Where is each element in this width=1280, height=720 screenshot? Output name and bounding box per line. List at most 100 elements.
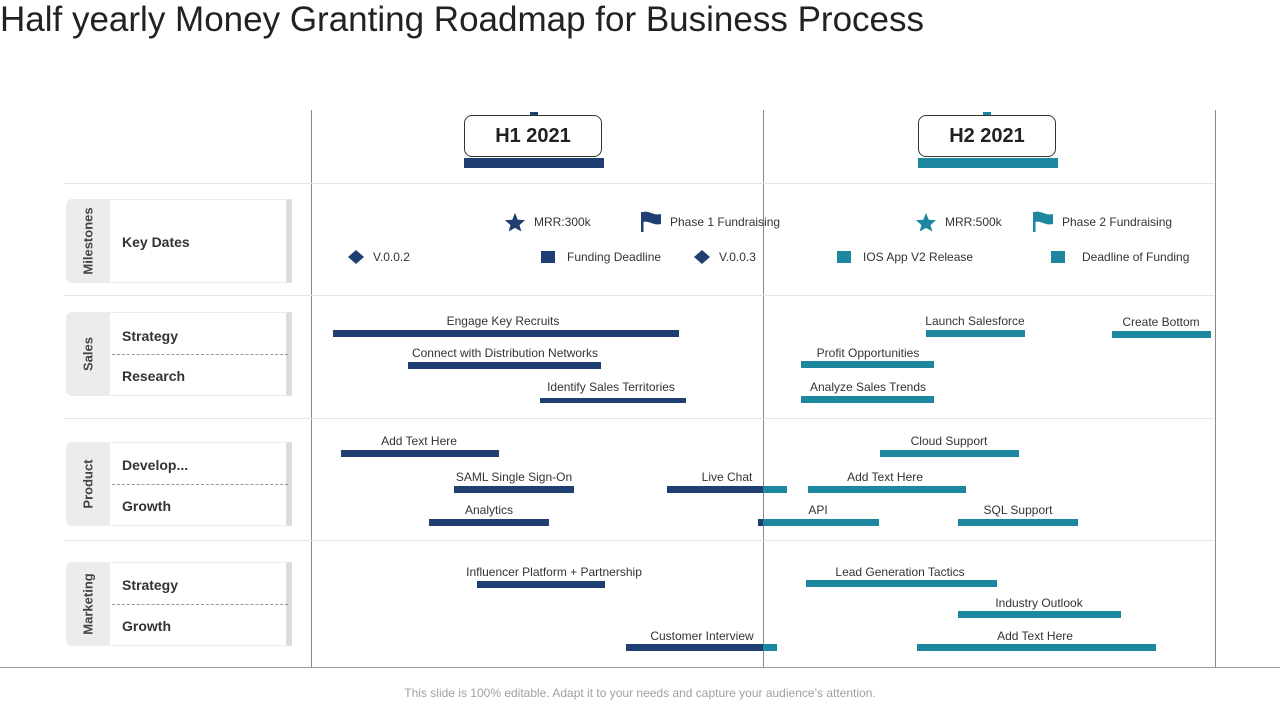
period-bar-h1 <box>464 158 604 168</box>
task-bar <box>333 330 679 337</box>
square-icon <box>1051 251 1065 263</box>
row-tab-label: Product <box>80 459 96 509</box>
milestone: IOS App V2 Release <box>837 250 973 264</box>
grid-line-mid <box>763 110 764 667</box>
task-label: API <box>808 503 828 517</box>
row-divider <box>64 540 1214 541</box>
bottom-rule <box>0 667 1280 668</box>
footer-note: This slide is 100% editable. Adapt it to… <box>404 686 876 700</box>
task-label: Connect with Distribution Networks <box>411 346 599 360</box>
task-label: Live Chat <box>701 470 753 484</box>
row-sub-key-dates: Key Dates <box>122 234 190 250</box>
milestone-label: MRR:500k <box>945 215 1002 229</box>
row-sub-growth: Growth <box>122 498 171 514</box>
task-label: Lead Generation Tactics <box>835 565 965 579</box>
row-sub-research: Research <box>122 368 186 384</box>
milestone-label: Funding Deadline <box>567 250 662 264</box>
flag-icon <box>641 211 661 232</box>
task-label: Create Bottom <box>1122 315 1200 329</box>
task-bar <box>926 330 1025 337</box>
period-header-h1: H1 2021 <box>464 115 602 157</box>
task-label: Add Text Here <box>381 434 457 448</box>
task-bar <box>341 450 499 457</box>
task-label: Industry Outlook <box>995 596 1083 610</box>
task-bar <box>758 519 763 526</box>
milestone: Deadline of Funding <box>1051 250 1189 264</box>
square-icon <box>541 251 555 263</box>
row-divider <box>64 183 1214 184</box>
period-header-h2: H2 2021 <box>918 115 1056 157</box>
task-bar <box>454 486 574 493</box>
task-bar <box>958 519 1078 526</box>
task-bar <box>408 362 601 369</box>
row-box-milestones <box>110 199 292 283</box>
task-label: Customer Interview <box>650 629 754 643</box>
milestone-label: V.0.0.3 <box>719 250 756 264</box>
grid-line-left <box>311 110 312 667</box>
star-icon <box>505 212 525 232</box>
milestone-label: MRR:300k <box>534 215 591 229</box>
milestone-label: Phase 1 Fundraising <box>670 215 781 229</box>
period-bar-h2 <box>918 158 1058 168</box>
task-bar <box>1112 331 1211 338</box>
milestone: Phase 1 Fundraising <box>640 211 780 233</box>
task-label: Analytics <box>464 503 514 517</box>
task-bar <box>540 398 686 403</box>
milestone-label: IOS App V2 Release <box>863 250 974 264</box>
task-bar <box>806 580 997 587</box>
milestone-label: Phase 2 Fundraising <box>1062 215 1173 229</box>
milestone: MRR:300k <box>504 212 591 232</box>
task-label: Add Text Here <box>847 470 923 484</box>
task-bar <box>958 611 1121 618</box>
row-sub-strategy: Strategy <box>122 577 179 593</box>
square-icon <box>837 251 851 263</box>
task-label: Add Text Here <box>997 629 1073 643</box>
task-bar <box>880 450 1019 457</box>
milestone: Phase 2 Fundraising <box>1032 211 1172 233</box>
flag-icon <box>1033 211 1053 232</box>
task-label: Engage Key Recruits <box>446 314 560 328</box>
task-bar <box>917 644 1156 651</box>
task-label: Analyze Sales Trends <box>809 380 927 394</box>
milestone-label: V.0.0.2 <box>373 250 410 264</box>
row-divider <box>64 418 1214 419</box>
task-bar <box>626 644 763 651</box>
task-label: Influencer Platform + Partnership <box>466 565 642 579</box>
row-sub-divider <box>112 354 288 355</box>
task-bar <box>801 361 934 368</box>
task-bar <box>763 644 777 651</box>
row-tab-label: Milestones <box>80 207 96 275</box>
diamond-icon <box>348 250 364 264</box>
milestone: MRR:500k <box>915 212 1002 232</box>
row-sub-divider <box>112 604 288 605</box>
task-bar <box>477 581 605 588</box>
task-bar <box>763 486 787 493</box>
row-tab-milestones: Milestones <box>66 199 110 283</box>
row-tab-label: Marketing <box>80 573 96 635</box>
task-bar <box>808 486 966 493</box>
task-label: SAML Single Sign-On <box>455 470 573 484</box>
grid-line-right <box>1215 110 1216 667</box>
milestone: V.0.0.3 <box>693 249 756 265</box>
row-sub-strategy: Strategy <box>122 328 179 344</box>
milestone: Funding Deadline <box>541 250 661 264</box>
task-bar <box>429 519 549 526</box>
task-label: SQL Support <box>983 503 1053 517</box>
row-tab-label: Sales <box>80 337 96 371</box>
task-bar <box>801 396 934 403</box>
period-label: H2 2021 <box>949 124 1025 147</box>
task-bar <box>763 519 879 526</box>
row-sub-growth: Growth <box>122 618 171 634</box>
row-tab-sales: Sales <box>66 312 110 396</box>
task-label: Launch Salesforce <box>925 314 1025 328</box>
diamond-icon <box>694 250 710 264</box>
row-tab-marketing: Marketing <box>66 562 110 646</box>
task-label: Cloud Support <box>910 434 988 448</box>
row-divider <box>64 295 1214 296</box>
page-title: Half yearly Money Granting Roadmap for B… <box>0 0 925 39</box>
row-tab-product: Product <box>66 442 110 526</box>
task-bar <box>667 486 763 493</box>
task-label: Profit Opportunities <box>816 346 920 360</box>
milestone: V.0.0.2 <box>347 249 410 265</box>
period-label: H1 2021 <box>495 124 571 147</box>
